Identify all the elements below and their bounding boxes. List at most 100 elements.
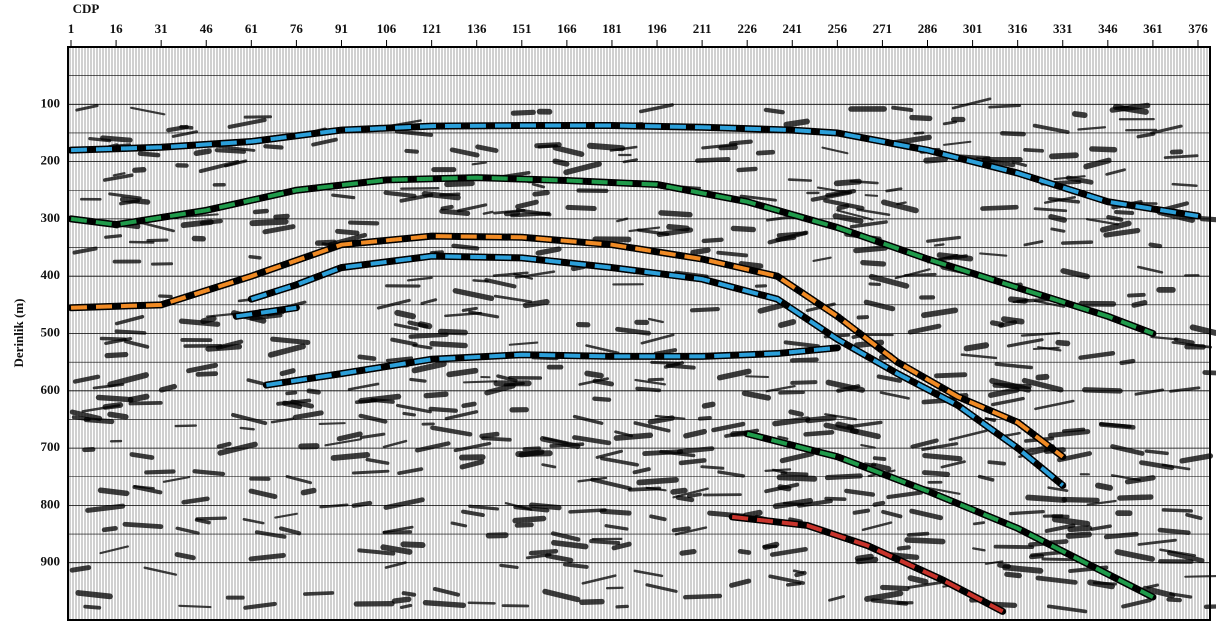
reflector [912,118,930,119]
reflector [501,565,517,567]
x-tick-label: 271 [873,21,893,36]
reflector [303,491,313,493]
x-tick-label: 226 [737,21,757,36]
reflector [406,151,417,152]
reflector [411,335,447,337]
reflector [1120,497,1151,498]
reflector [1005,567,1040,570]
reflector [1004,319,1022,322]
reflector [202,221,221,223]
reflector [443,207,452,209]
y-tick-label: 500 [41,324,61,339]
x-tick-label: 361 [1143,21,1163,36]
reflector [678,498,692,500]
x-tick-label: 1 [68,21,75,36]
reflector [989,462,1004,463]
reflector [1098,486,1110,488]
reflector [282,371,293,374]
reflector [582,602,602,603]
reflector [1063,242,1092,243]
reflector [863,263,884,264]
x-tick-label: 106 [377,21,397,36]
y-tick-label: 200 [41,153,61,168]
reflector [616,435,650,438]
reflector [649,379,662,380]
reflector [464,404,475,406]
reflector [826,499,844,500]
reflector [535,193,547,195]
reflector [252,222,285,224]
x-tick-label: 256 [828,21,848,36]
reflector [517,525,531,526]
reflector [1064,500,1097,501]
reflector [858,560,875,562]
reflector [203,318,213,321]
reflector [483,438,510,440]
reflector [469,603,495,604]
reflector [700,418,710,419]
reflector [441,194,459,195]
y-tick-label: 600 [41,382,61,397]
reflector [179,606,210,607]
reflector [116,331,144,333]
reflector [838,425,851,428]
reflector [198,374,216,375]
reflector [1168,599,1179,600]
reflector [1146,451,1167,453]
reflector [85,607,99,608]
reflector [796,573,804,575]
reflector [397,313,413,316]
reflector [697,159,728,160]
reflector [1163,510,1191,511]
reflector [982,207,1016,208]
reflector [177,555,193,558]
reflector [733,433,745,434]
reflector [196,151,209,153]
reflector [1025,150,1042,151]
reflector [474,280,488,281]
reflector [1000,565,1009,566]
reflector [1106,534,1136,537]
reflector [426,394,446,395]
reflector [250,257,260,258]
reflector [338,231,358,233]
reflector [482,434,497,436]
reflector [554,543,586,547]
reflector [926,159,945,161]
x-tick-label: 211 [693,21,712,36]
x-tick-label: 121 [422,21,442,36]
reflector [162,387,175,390]
reflector [106,236,121,237]
y-tick-label: 300 [41,210,61,225]
reflector [692,309,718,310]
reflector [765,544,776,547]
reflector [652,362,679,363]
reflector [404,413,414,414]
reflector [837,182,859,184]
reflector [1034,348,1059,349]
reflector [219,444,230,447]
reflector [1092,149,1115,150]
reflector [101,490,127,493]
reflector [464,381,496,382]
reflector [679,449,712,452]
reflector [401,188,438,189]
reflector [98,398,130,400]
reflector [733,228,753,229]
reflector [287,393,295,394]
x-tick-label: 16 [110,21,124,36]
reflector [594,399,609,400]
reflector [704,240,722,241]
y-tick-label: 800 [41,496,61,511]
reflector [102,339,125,340]
reflector [403,544,422,545]
reflector [781,322,793,325]
reflector [746,376,768,377]
x-tick-label: 316 [1008,21,1028,36]
reflector [685,596,720,597]
reflector [875,503,883,505]
reflector [132,454,152,457]
reflector [1007,574,1020,575]
reflector [990,106,1020,108]
